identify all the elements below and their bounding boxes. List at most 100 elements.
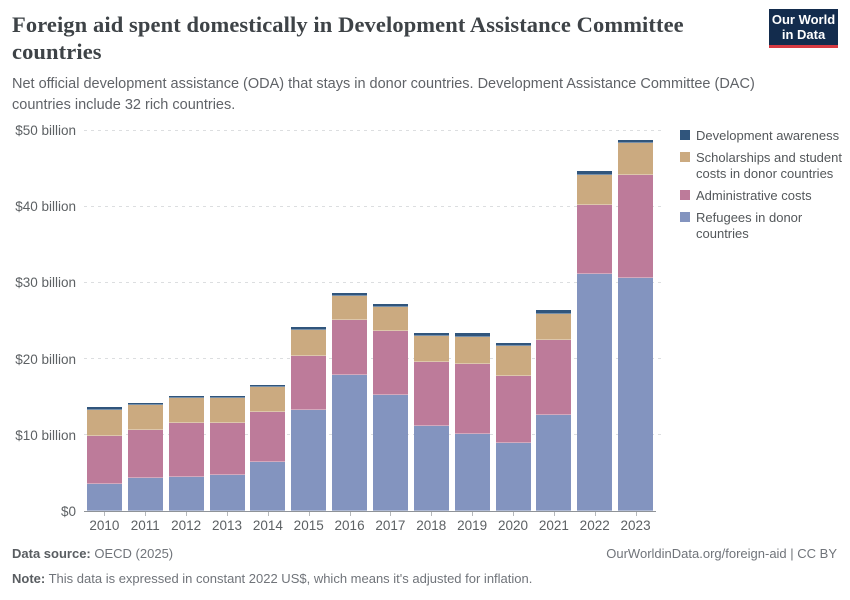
bar-segment-2019[interactable] <box>454 434 490 511</box>
chart-note: Note: This data is expressed in constant… <box>12 571 837 587</box>
bar-segment-2019[interactable] <box>454 363 490 435</box>
legend-item-label: Administrative costs <box>696 188 812 203</box>
bar-segment-2020[interactable] <box>495 443 531 511</box>
bar-segment-2011[interactable] <box>127 430 163 479</box>
bar-segment-2011[interactable] <box>127 402 163 406</box>
bar-2020[interactable] <box>495 343 531 511</box>
y-axis-label-50: $50 billion <box>15 123 76 138</box>
bar-segment-2021[interactable] <box>536 415 572 511</box>
bar-segment-2019[interactable] <box>454 333 490 337</box>
bar-segment-2021[interactable] <box>536 340 572 415</box>
bar-segment-2015[interactable] <box>291 409 327 511</box>
bar-segment-2014[interactable] <box>250 384 286 387</box>
chart-subtitle: Net official development assistance (ODA… <box>12 76 755 113</box>
bar-segment-2015[interactable] <box>291 327 327 331</box>
owid-logo[interactable]: Our World in Data <box>769 9 838 48</box>
x-label-2015: 2015 <box>293 518 324 533</box>
x-label-2022: 2022 <box>579 518 610 533</box>
y-axis-label-20: $20 billion <box>15 351 76 367</box>
bar-segment-2016[interactable] <box>332 319 368 376</box>
bar-segment-2012[interactable] <box>168 477 204 511</box>
bar-segment-2021[interactable] <box>536 313 572 341</box>
bar-segment-2015[interactable] <box>291 355 327 410</box>
bar-segment-2010[interactable] <box>86 483 122 511</box>
bar-segment-2013[interactable] <box>209 422 245 476</box>
bar-2022[interactable] <box>577 171 613 511</box>
bar-2012[interactable] <box>168 395 204 511</box>
bar-segment-2010[interactable] <box>86 407 122 410</box>
bar-segment-2010[interactable] <box>86 435 122 484</box>
bar-segment-2022[interactable] <box>577 175 613 205</box>
bar-segment-2013[interactable] <box>209 475 245 511</box>
x-label-2010: 2010 <box>89 518 120 533</box>
legend-item[interactable]: Development awareness <box>680 128 848 144</box>
bar-2018[interactable] <box>413 332 449 511</box>
bar-segment-2016[interactable] <box>332 296 368 320</box>
x-label-2023: 2023 <box>620 518 651 533</box>
bar-segment-2012[interactable] <box>168 423 204 478</box>
legend-item[interactable]: Scholarships and student costs in donor … <box>680 150 848 182</box>
bar-segment-2017[interactable] <box>372 306 408 332</box>
bar-segment-2011[interactable] <box>127 478 163 511</box>
bar-2014[interactable] <box>250 384 286 511</box>
bar-segment-2023[interactable] <box>618 142 654 175</box>
bar-segment-2023[interactable] <box>618 174 654 278</box>
x-axis-tick <box>390 512 392 516</box>
bar-segment-2012[interactable] <box>168 395 204 399</box>
bar-segment-2017[interactable] <box>372 331 408 396</box>
bar-2011[interactable] <box>127 402 163 511</box>
owid-logo-line1: Our World <box>771 11 836 27</box>
bar-2019[interactable] <box>454 333 490 511</box>
bar-2013[interactable] <box>209 395 245 511</box>
bar-segment-2013[interactable] <box>209 398 245 423</box>
bar-2017[interactable] <box>372 303 408 511</box>
bar-segment-2013[interactable] <box>209 395 245 399</box>
y-axis-label-0: $0 <box>60 504 76 519</box>
bar-segment-2016[interactable] <box>332 293 368 297</box>
bar-segment-2015[interactable] <box>291 330 327 356</box>
bar-segment-2014[interactable] <box>250 386 286 412</box>
bar-segment-2022[interactable] <box>577 171 613 175</box>
legend-item[interactable]: Administrative costs <box>680 188 848 204</box>
credit-link[interactable]: OurWorldinData.org/foreign-aid | CC BY <box>606 546 837 561</box>
bar-segment-2014[interactable] <box>250 462 286 511</box>
bar-segment-2022[interactable] <box>577 274 613 511</box>
bar-segment-2022[interactable] <box>577 204 613 275</box>
bar-segment-2017[interactable] <box>372 303 408 307</box>
x-axis-tick <box>635 512 637 516</box>
legend-item-label: Scholarships and student costs in donor … <box>696 150 842 181</box>
bar-segment-2018[interactable] <box>413 361 449 427</box>
bar-segment-2023[interactable] <box>618 139 654 143</box>
bar-segment-2021[interactable] <box>536 309 572 314</box>
bar-2016[interactable] <box>332 293 368 511</box>
bar-segment-2023[interactable] <box>618 277 654 511</box>
x-axis-tick <box>227 512 228 516</box>
bar-2021[interactable] <box>536 309 572 511</box>
bar-segment-2014[interactable] <box>250 411 286 463</box>
bar-segment-2020[interactable] <box>495 346 531 377</box>
bar-segment-2020[interactable] <box>495 376 531 444</box>
bar-segment-2018[interactable] <box>413 426 449 511</box>
bar-segment-2011[interactable] <box>127 405 163 431</box>
bar-segment-2017[interactable] <box>372 395 408 511</box>
legend-swatch-icon <box>680 190 690 200</box>
x-label-2014: 2014 <box>252 518 283 533</box>
y-axis-label-10: $10 billion <box>15 427 76 443</box>
bar-2015[interactable] <box>291 327 327 511</box>
bar-segment-2010[interactable] <box>86 409 122 436</box>
bar-segment-2019[interactable] <box>454 336 490 364</box>
bar-segment-2016[interactable] <box>332 375 368 511</box>
bar-segment-2018[interactable] <box>413 335 449 362</box>
bar-2023[interactable] <box>618 139 654 511</box>
legend-item[interactable]: Refugees in donor countries <box>680 210 848 242</box>
bar-segment-2012[interactable] <box>168 398 204 424</box>
bar-2010[interactable] <box>86 407 122 511</box>
x-label-2011: 2011 <box>130 518 160 533</box>
bar-segment-2020[interactable] <box>495 343 531 347</box>
x-axis-tick <box>553 512 555 516</box>
bar-segment-2018[interactable] <box>413 332 449 336</box>
x-axis-tick <box>513 512 514 516</box>
note-value: This data is expressed in constant 2022 … <box>48 571 533 586</box>
x-label-2021: 2021 <box>538 518 569 533</box>
